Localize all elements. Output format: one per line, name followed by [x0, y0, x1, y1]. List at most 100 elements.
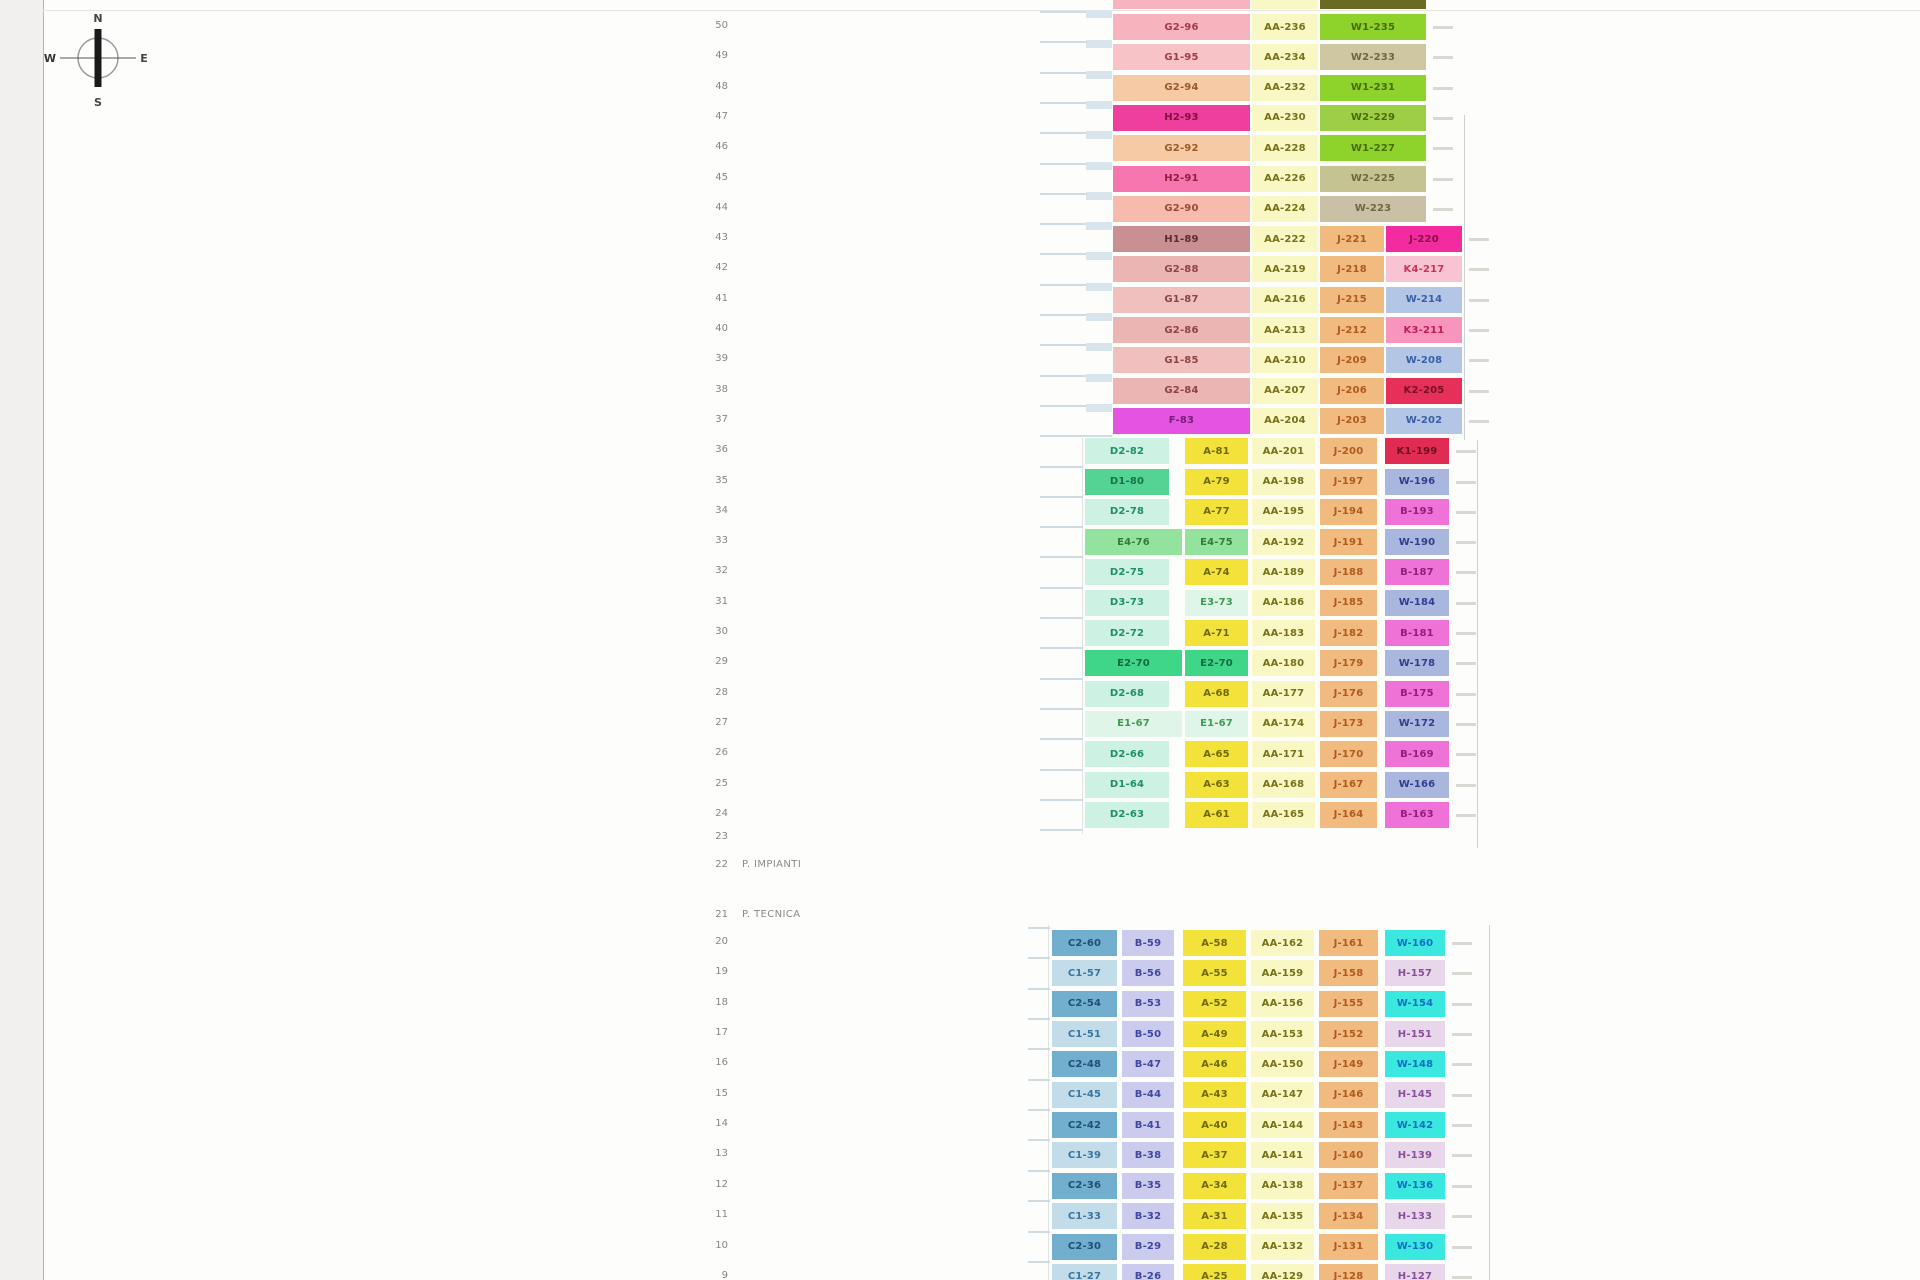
unit-cell[interactable]: B-41: [1122, 1112, 1174, 1139]
unit-cell[interactable]: W-178: [1385, 650, 1449, 677]
unit-cell[interactable]: W2-225: [1320, 165, 1426, 192]
unit-cell[interactable]: D3-73: [1085, 589, 1169, 616]
unit-cell[interactable]: [1113, 0, 1250, 9]
unit-cell[interactable]: AA-165: [1252, 801, 1315, 828]
unit-cell[interactable]: A-81: [1185, 438, 1248, 465]
unit-cell[interactable]: A-74: [1185, 559, 1248, 586]
unit-cell[interactable]: AA-129: [1251, 1263, 1314, 1280]
unit-cell[interactable]: W2-229: [1320, 104, 1426, 131]
unit-cell[interactable]: B-169: [1385, 741, 1449, 768]
unit-cell[interactable]: AA-207: [1252, 377, 1318, 404]
unit-cell[interactable]: J-128: [1319, 1263, 1378, 1280]
unit-cell[interactable]: AA-174: [1252, 710, 1315, 737]
unit-cell[interactable]: A-49: [1183, 1021, 1246, 1048]
unit-cell[interactable]: C2-54: [1052, 990, 1117, 1017]
unit-cell[interactable]: B-163: [1385, 801, 1449, 828]
unit-cell[interactable]: W1-227: [1320, 135, 1426, 162]
unit-cell[interactable]: H2-93: [1113, 104, 1250, 131]
unit-cell[interactable]: AA-183: [1252, 620, 1315, 646]
unit-cell[interactable]: W2-233: [1320, 44, 1426, 71]
unit-cell[interactable]: A-79: [1185, 468, 1248, 495]
unit-cell[interactable]: A-31: [1183, 1203, 1246, 1230]
unit-cell[interactable]: D2-66: [1085, 741, 1169, 768]
unit-cell[interactable]: J-167: [1320, 771, 1377, 798]
unit-cell[interactable]: A-28: [1183, 1233, 1246, 1260]
unit-cell[interactable]: AA-144: [1251, 1112, 1314, 1139]
unit-cell[interactable]: B-50: [1122, 1021, 1174, 1048]
unit-cell[interactable]: AA-232: [1252, 74, 1318, 101]
unit-cell[interactable]: H-145: [1385, 1081, 1445, 1108]
unit-cell[interactable]: K3-211: [1386, 317, 1462, 343]
unit-cell[interactable]: J-164: [1320, 801, 1377, 828]
unit-cell[interactable]: [1320, 0, 1426, 9]
unit-cell[interactable]: AA-216: [1252, 286, 1318, 313]
unit-cell[interactable]: AA-201: [1252, 438, 1315, 465]
unit-cell[interactable]: A-65: [1185, 741, 1248, 768]
unit-cell[interactable]: B-59: [1122, 930, 1174, 956]
unit-cell[interactable]: W-130: [1385, 1233, 1445, 1260]
unit-cell[interactable]: AA-219: [1252, 256, 1318, 283]
unit-cell[interactable]: AA-138: [1251, 1172, 1314, 1199]
unit-cell[interactable]: AA-195: [1252, 498, 1315, 525]
unit-cell[interactable]: C2-30: [1052, 1233, 1117, 1260]
unit-cell[interactable]: AA-147: [1251, 1081, 1314, 1108]
unit-cell[interactable]: A-61: [1185, 801, 1248, 828]
unit-cell[interactable]: AA-132: [1251, 1233, 1314, 1260]
unit-cell[interactable]: W-202: [1386, 407, 1462, 434]
unit-cell[interactable]: H-139: [1385, 1142, 1445, 1169]
unit-cell[interactable]: H-127: [1385, 1263, 1445, 1280]
unit-cell[interactable]: G1-85: [1113, 347, 1250, 374]
unit-cell[interactable]: J-170: [1320, 741, 1377, 768]
unit-cell[interactable]: J-221: [1320, 226, 1384, 253]
unit-cell[interactable]: AA-210: [1252, 347, 1318, 374]
unit-cell[interactable]: K4-217: [1386, 256, 1462, 283]
unit-cell[interactable]: A-40: [1183, 1112, 1246, 1139]
unit-cell[interactable]: G2-84: [1113, 377, 1250, 404]
unit-cell[interactable]: C1-33: [1052, 1203, 1117, 1230]
unit-cell[interactable]: AA-159: [1251, 960, 1314, 987]
unit-cell[interactable]: D2-68: [1085, 680, 1169, 707]
unit-cell[interactable]: AA-171: [1252, 741, 1315, 768]
unit-cell[interactable]: B-53: [1122, 990, 1174, 1017]
unit-cell[interactable]: J-155: [1319, 990, 1378, 1017]
unit-cell[interactable]: AA-222: [1252, 226, 1318, 253]
unit-cell[interactable]: K2-205: [1386, 377, 1462, 404]
unit-cell[interactable]: H-151: [1385, 1021, 1445, 1048]
unit-cell[interactable]: B-26: [1122, 1263, 1174, 1280]
unit-cell[interactable]: J-203: [1320, 407, 1384, 434]
unit-cell[interactable]: AA-177: [1252, 680, 1315, 707]
unit-cell[interactable]: J-140: [1319, 1142, 1378, 1169]
unit-cell[interactable]: A-58: [1183, 930, 1246, 956]
unit-cell[interactable]: H1-89: [1113, 226, 1250, 253]
unit-cell[interactable]: D2-78: [1085, 498, 1169, 525]
unit-cell[interactable]: K1-199: [1385, 438, 1449, 465]
unit-cell[interactable]: J-197: [1320, 468, 1377, 495]
unit-cell[interactable]: W-196: [1385, 468, 1449, 495]
unit-cell[interactable]: J-212: [1320, 317, 1384, 343]
unit-cell[interactable]: C1-51: [1052, 1021, 1117, 1048]
unit-cell[interactable]: W-223: [1320, 195, 1426, 222]
unit-cell[interactable]: AA-180: [1252, 650, 1315, 677]
unit-cell[interactable]: A-43: [1183, 1081, 1246, 1108]
unit-cell[interactable]: B-175: [1385, 680, 1449, 707]
unit-cell[interactable]: B-187: [1385, 559, 1449, 586]
unit-cell[interactable]: W-166: [1385, 771, 1449, 798]
unit-cell[interactable]: W-160: [1385, 930, 1445, 956]
unit-cell[interactable]: J-149: [1319, 1051, 1378, 1078]
unit-cell[interactable]: A-46: [1183, 1051, 1246, 1078]
unit-cell[interactable]: AA-150: [1251, 1051, 1314, 1078]
unit-cell[interactable]: J-218: [1320, 256, 1384, 283]
unit-cell[interactable]: B-44: [1122, 1081, 1174, 1108]
unit-cell[interactable]: B-193: [1385, 498, 1449, 525]
unit-cell[interactable]: D2-72: [1085, 620, 1169, 646]
unit-cell[interactable]: G2-94: [1113, 74, 1250, 101]
unit-cell[interactable]: J-158: [1319, 960, 1378, 987]
unit-cell[interactable]: W-184: [1385, 589, 1449, 616]
unit-cell[interactable]: F-83: [1113, 407, 1250, 434]
unit-cell[interactable]: A-37: [1183, 1142, 1246, 1169]
unit-cell[interactable]: AA-230: [1252, 104, 1318, 131]
unit-cell[interactable]: E2-70: [1185, 650, 1248, 677]
unit-cell[interactable]: W-142: [1385, 1112, 1445, 1139]
unit-cell[interactable]: W-214: [1386, 286, 1462, 313]
unit-cell[interactable]: G2-90: [1113, 195, 1250, 222]
